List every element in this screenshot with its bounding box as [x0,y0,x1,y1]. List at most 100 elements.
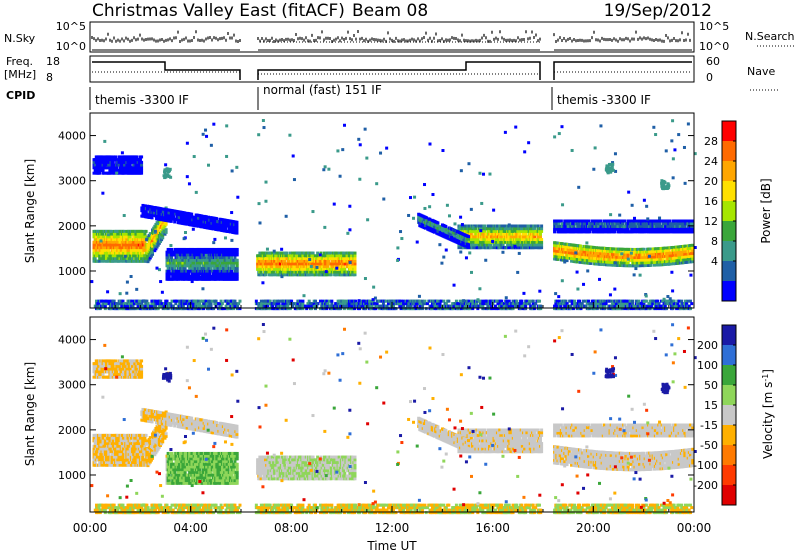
power-clutter [201,304,205,308]
power-point [98,168,102,172]
power-point [633,247,637,251]
power-point [618,263,622,267]
power-point [652,263,656,267]
nave-tick-bottom: 0 [706,71,713,84]
power-point [118,254,122,258]
power-point [685,219,689,223]
power-point [210,258,214,262]
power-clutter [230,304,234,308]
power-point [220,264,224,268]
power-point [166,256,170,260]
power-point [454,237,458,241]
power-point [533,246,537,250]
power-clutter [198,307,202,311]
power-point [497,227,501,231]
power-clutter [209,302,213,306]
power-point [204,215,208,219]
power-point [671,245,675,249]
power-point [141,203,145,207]
power-point [536,238,540,242]
nsky-series [91,30,691,43]
power-point [215,222,219,226]
power-point [428,217,432,221]
power-point [309,270,313,274]
power-point [217,222,221,226]
power-point [218,220,222,224]
power-point [562,245,566,249]
power-clutter [235,307,239,311]
power-point [453,234,457,238]
power-point [162,226,166,230]
power-point [104,248,108,252]
power-point [146,243,150,247]
power-point [508,229,512,233]
power-point [517,229,521,233]
power-point [295,267,299,271]
power-point [277,259,281,263]
power-point [590,253,594,257]
power-clutter [116,304,120,308]
power-point [167,275,171,279]
power-point [649,247,653,251]
power-point [102,171,106,175]
power-point [213,261,217,265]
power-point [92,171,96,175]
power-point [294,270,298,274]
power-clutter [98,307,102,311]
power-point [508,227,512,231]
power-point [213,266,217,270]
power-point [480,246,484,250]
power-clutter [105,302,109,306]
power-point [313,273,317,277]
power-point [499,235,503,239]
power-point [656,224,660,228]
power-point [335,273,339,277]
power-point [123,256,127,260]
power-point [119,246,123,250]
power-point [235,253,239,257]
power-point [683,252,687,256]
power-point [189,261,193,265]
power-point [172,212,176,216]
power-point [288,251,292,255]
power-point [322,251,326,255]
power-point [691,249,695,253]
power-point [183,211,187,215]
power-point [609,230,613,234]
power-point [111,155,115,159]
power-point [92,160,96,164]
power-point [626,261,630,265]
power-point [329,273,333,277]
power-point [587,219,591,223]
power-clutter [175,299,179,303]
power-point [613,255,617,259]
power-point [271,273,275,277]
power-point [140,166,144,170]
power-point [353,265,357,269]
power-point [318,270,322,274]
power-point [148,215,152,219]
power-point [677,248,681,252]
power-point [154,225,158,229]
power-point [115,166,119,170]
power-point [147,233,151,237]
power-point [285,251,289,255]
power-point [520,238,524,242]
power-point [469,232,473,236]
power-point [626,227,630,231]
power-clutter [201,307,205,311]
power-point [500,224,504,228]
power-point [656,258,660,262]
power-point [433,230,437,234]
power-point [106,259,110,263]
power-point [109,158,113,162]
power-point [175,256,179,260]
power-point [112,259,116,263]
power-point [648,253,652,257]
power-point [669,222,673,226]
power-point [284,254,288,258]
power-point [631,230,635,234]
power-point [267,259,271,263]
power-point [198,272,202,276]
power-point [276,270,280,274]
